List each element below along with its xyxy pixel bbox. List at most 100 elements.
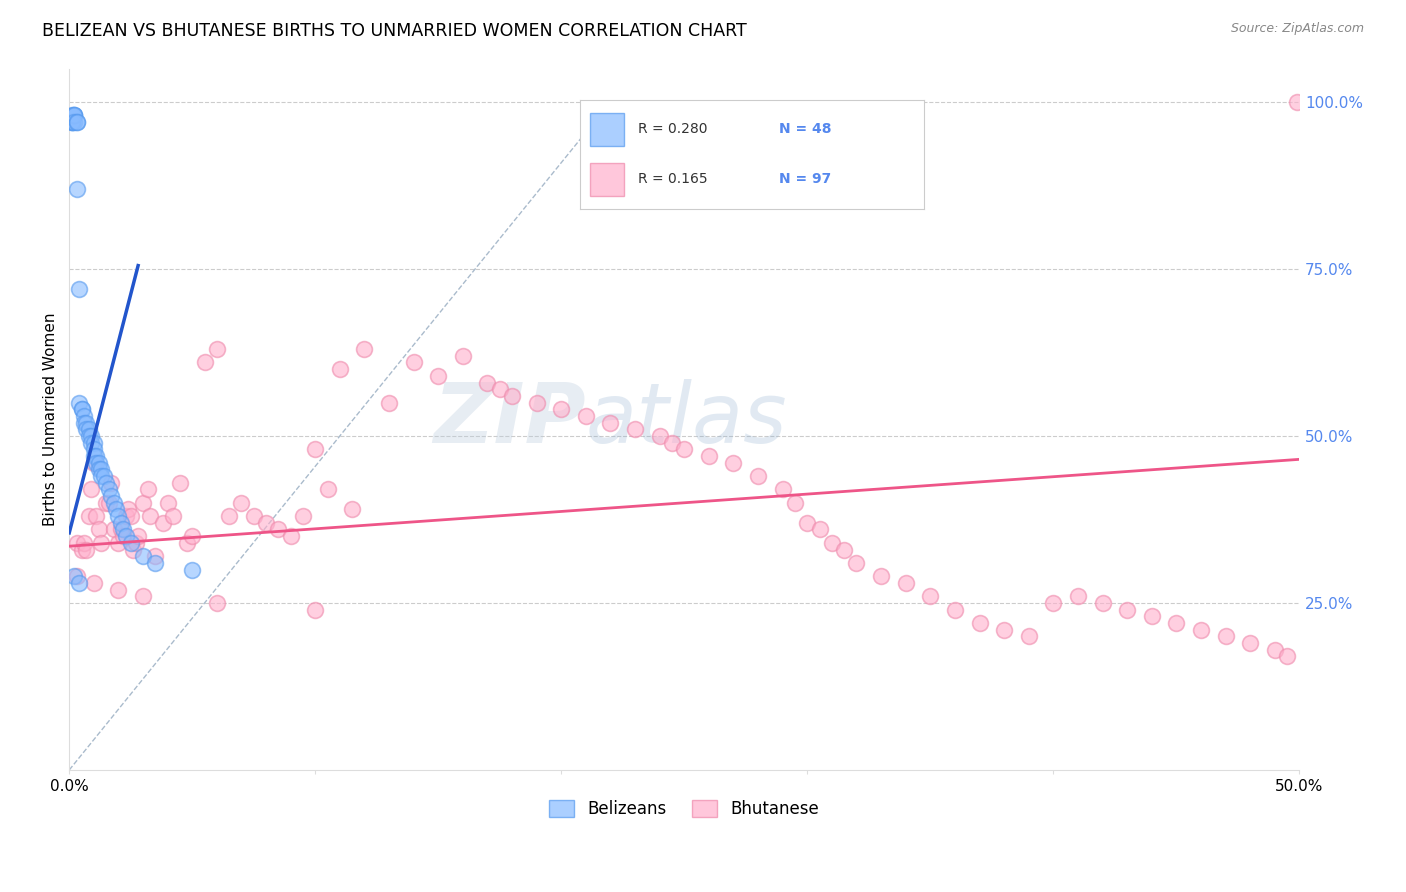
Point xyxy=(63,115,86,129)
Point xyxy=(218,509,240,524)
Point xyxy=(110,516,132,530)
Point xyxy=(60,115,83,129)
Point xyxy=(280,529,302,543)
Point xyxy=(599,416,621,430)
Point xyxy=(94,496,117,510)
Point xyxy=(94,475,117,490)
Point xyxy=(77,422,100,436)
Point xyxy=(65,536,87,550)
Point xyxy=(84,449,107,463)
Point xyxy=(488,382,510,396)
Point xyxy=(624,422,647,436)
Point xyxy=(231,496,253,510)
Point xyxy=(661,435,683,450)
Text: BELIZEAN VS BHUTANESE BIRTHS TO UNMARRIED WOMEN CORRELATION CHART: BELIZEAN VS BHUTANESE BIRTHS TO UNMARRIE… xyxy=(42,22,747,40)
Point xyxy=(77,509,100,524)
Point xyxy=(75,422,97,436)
Point xyxy=(83,442,105,457)
Point xyxy=(821,536,844,550)
Point xyxy=(993,623,1015,637)
Point xyxy=(75,542,97,557)
Point xyxy=(87,456,110,470)
Point xyxy=(193,355,215,369)
Point xyxy=(291,509,314,524)
Point xyxy=(87,462,110,476)
Point xyxy=(97,483,120,497)
Point xyxy=(1189,623,1212,637)
Point xyxy=(501,389,523,403)
Point xyxy=(316,483,339,497)
Point xyxy=(110,523,132,537)
Point xyxy=(156,496,179,510)
Point xyxy=(84,509,107,524)
Point xyxy=(747,469,769,483)
Point xyxy=(67,282,90,296)
Point xyxy=(132,496,155,510)
Point xyxy=(117,502,139,516)
Point xyxy=(1116,602,1139,616)
Point xyxy=(83,576,105,591)
Point xyxy=(451,349,474,363)
Point xyxy=(1018,629,1040,643)
Point xyxy=(1091,596,1114,610)
Point xyxy=(1067,589,1090,603)
Point xyxy=(1140,609,1163,624)
Point xyxy=(73,416,96,430)
Point xyxy=(112,529,135,543)
Point xyxy=(63,108,86,122)
Point xyxy=(550,402,572,417)
Point xyxy=(143,549,166,564)
Point xyxy=(1042,596,1064,610)
Point xyxy=(796,516,818,530)
Point xyxy=(83,456,105,470)
Point xyxy=(132,589,155,603)
Point xyxy=(242,509,264,524)
Text: atlas: atlas xyxy=(586,379,787,459)
Point xyxy=(122,542,145,557)
Point xyxy=(87,523,110,537)
Point xyxy=(65,115,87,129)
Point xyxy=(104,502,127,516)
Point xyxy=(103,496,125,510)
Point xyxy=(808,523,831,537)
Point xyxy=(114,509,136,524)
Point xyxy=(526,395,548,409)
Text: Source: ZipAtlas.com: Source: ZipAtlas.com xyxy=(1230,22,1364,36)
Point xyxy=(70,402,93,417)
Point xyxy=(84,456,107,470)
Point xyxy=(100,475,122,490)
Point xyxy=(60,115,83,129)
Point xyxy=(124,536,146,550)
Point xyxy=(1239,636,1261,650)
Point xyxy=(832,542,855,557)
Point xyxy=(83,435,105,450)
Point xyxy=(127,529,149,543)
Point xyxy=(181,563,204,577)
Point xyxy=(132,549,155,564)
Point xyxy=(60,115,83,129)
Point xyxy=(75,416,97,430)
Point xyxy=(845,556,868,570)
Point xyxy=(90,462,112,476)
Point xyxy=(1215,629,1237,643)
Point xyxy=(304,602,326,616)
Point xyxy=(143,556,166,570)
Point xyxy=(176,536,198,550)
Legend: Belizeans, Bhutanese: Belizeans, Bhutanese xyxy=(543,793,825,825)
Point xyxy=(114,529,136,543)
Point xyxy=(90,536,112,550)
Point xyxy=(112,523,135,537)
Point xyxy=(162,509,184,524)
Point xyxy=(80,435,103,450)
Point xyxy=(100,489,122,503)
Point xyxy=(90,469,112,483)
Point xyxy=(169,475,191,490)
Point xyxy=(80,429,103,443)
Point xyxy=(783,496,806,510)
Point xyxy=(63,569,86,583)
Point xyxy=(402,355,425,369)
Point xyxy=(83,449,105,463)
Point xyxy=(63,108,86,122)
Point xyxy=(772,483,794,497)
Point xyxy=(65,569,87,583)
